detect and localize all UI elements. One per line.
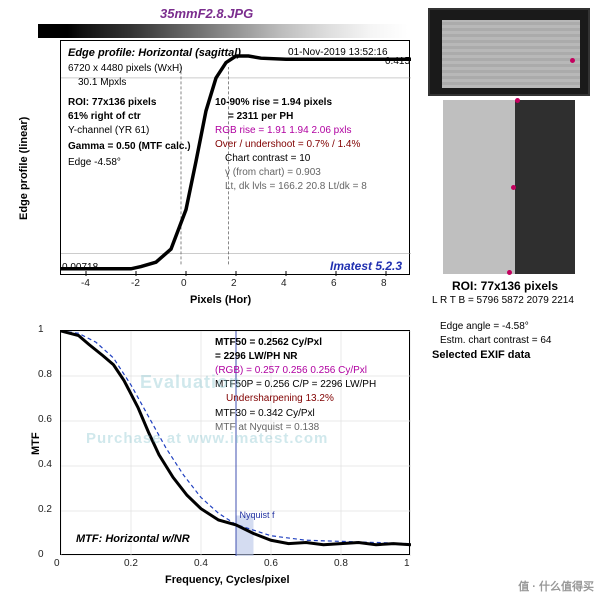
- ytick-bot: 0.6: [38, 414, 52, 425]
- edge-profile-header: Edge profile: Horizontal (sagittal): [68, 46, 241, 61]
- mtf50-line: MTF50 = 0.2562 Cy/Pxl: [215, 336, 322, 350]
- ylabel-bot: MTF: [30, 432, 42, 455]
- roi-line1: ROI: 77x136 pixels: [68, 96, 156, 110]
- ylabel-top: Edge profile (linear): [18, 117, 30, 220]
- ytick-right: 0.415: [385, 55, 410, 69]
- xtick-bot: 0.6: [264, 558, 278, 569]
- ytick-bot: 0.8: [38, 369, 52, 380]
- sidebar-edge-angle: Edge angle = -4.58°: [440, 320, 529, 334]
- sidebar-lrtb: L R T B = 5796 5872 2079 2214: [432, 294, 574, 308]
- purchase-watermark: Purchase at www.imatest.com: [86, 430, 328, 447]
- ytick-left: 0.00718: [62, 261, 98, 275]
- mtf30: MTF30 = 0.342 Cy/Pxl: [215, 407, 315, 421]
- mtf-header: MTF: Horizontal w/NR: [76, 532, 190, 547]
- xtick-top: 0: [181, 278, 187, 289]
- gamma-line: Gamma = 0.50 (MTF calc.): [68, 140, 191, 154]
- xlabel-bot: Frequency, Cycles/pixel: [165, 574, 290, 586]
- page-title: 35mmF2.8.JPG: [160, 6, 253, 21]
- xtick-bot: 0.8: [334, 558, 348, 569]
- rise-line1: 10-90% rise = 1.94 pixels: [215, 96, 332, 110]
- xtick-bot: 0.4: [194, 558, 208, 569]
- undersharp: Undersharpening 13.2%: [226, 392, 334, 406]
- edge-roi-thumbnail: [443, 100, 575, 274]
- xtick-bot: 0.2: [124, 558, 138, 569]
- img-dims: 6720 x 4480 pixels (WxH): [68, 62, 183, 76]
- xtick-top: 2: [231, 278, 237, 289]
- xtick-bot: 0: [54, 558, 60, 569]
- xtick-top: 8: [381, 278, 387, 289]
- eval-watermark: Evaluation: [140, 372, 241, 393]
- test-chart-thumbnail: [428, 8, 590, 96]
- rise-line2: = 2311 per PH: [228, 110, 293, 124]
- xtick-top: 4: [281, 278, 287, 289]
- roi-line2: 61% right of ctr: [68, 110, 141, 124]
- y-channel: Y-channel (YR 61): [68, 124, 149, 138]
- mtf50b-line: = 2296 LW/PH NR: [215, 350, 298, 364]
- svg-text:Nyquist f: Nyquist f: [240, 510, 276, 520]
- xtick-top: -2: [131, 278, 140, 289]
- sidebar-est-contrast: Estm. chart contrast = 64: [440, 334, 551, 348]
- ytick-bot: 0: [38, 549, 44, 560]
- xtick-top: 6: [331, 278, 337, 289]
- imatest-branding: Imatest 5.2.3: [330, 258, 402, 274]
- overshoot: Over / undershoot = 0.7% / 1.4%: [215, 138, 360, 152]
- sidebar-exif: Selected EXIF data: [432, 348, 530, 363]
- grayscale-bar: [38, 24, 408, 38]
- rgb-rise: RGB rise = 1.91 1.94 2.06 pxls: [215, 124, 351, 138]
- timestamp: 01-Nov-2019 13:52:16: [288, 46, 388, 60]
- edge-angle-line: Edge -4.58°: [68, 156, 121, 170]
- site-watermark: TV 科技视讯 值 · 什么值得买: [400, 460, 600, 600]
- gamma-chart: γ (from chart) = 0.903: [225, 166, 321, 180]
- ytick-bot: 1: [38, 324, 44, 335]
- xtick-bot: 1: [404, 558, 410, 569]
- sidebar-roi-title: ROI: 77x136 pixels: [452, 278, 558, 295]
- xlabel-top: Pixels (Hor): [190, 294, 251, 306]
- lt-dk-lvls: Lt, dk lvls = 166.2 20.8 Lt/dk = 8: [225, 180, 367, 194]
- ytick-bot: 0.4: [38, 459, 52, 470]
- ytick-bot: 0.2: [38, 504, 52, 515]
- xtick-top: -4: [81, 278, 90, 289]
- chart-contrast: Chart contrast = 10: [225, 152, 310, 166]
- mpxls: 30.1 Mpxls: [78, 76, 126, 90]
